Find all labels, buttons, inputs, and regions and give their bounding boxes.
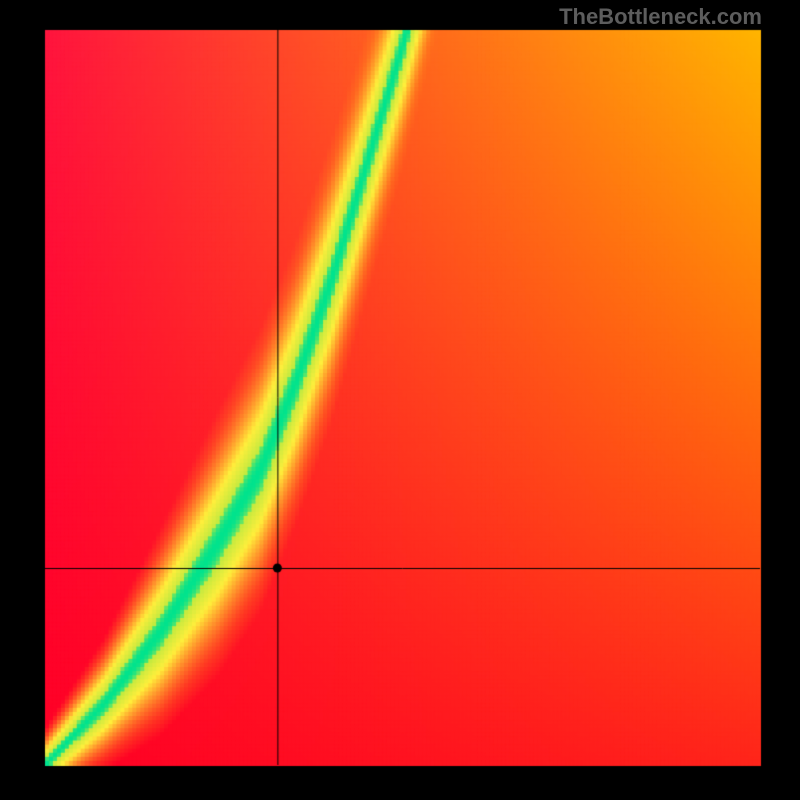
watermark-label: TheBottleneck.com — [559, 4, 762, 30]
chart-container: TheBottleneck.com — [0, 0, 800, 800]
bottleneck-heatmap — [0, 0, 800, 800]
